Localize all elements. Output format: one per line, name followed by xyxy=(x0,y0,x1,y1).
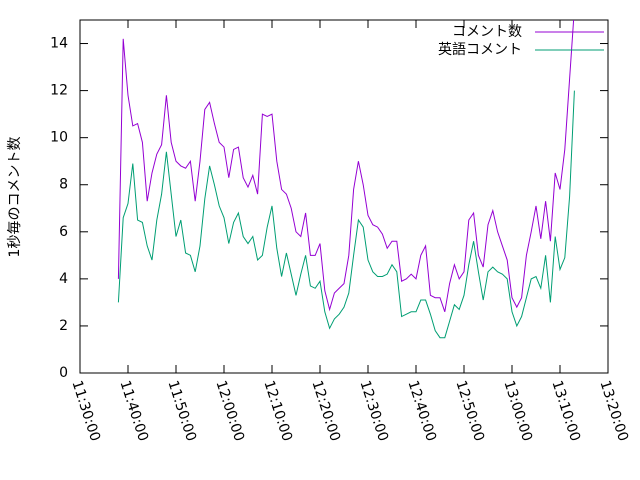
y-tick-label: 12 xyxy=(50,83,68,99)
x-tick-label: 11:50:00 xyxy=(164,379,199,444)
x-tick-label: 13:20:00 xyxy=(596,379,631,444)
legend-label: コメント数 xyxy=(452,24,522,40)
y-axis-label: 1秒毎のコメント数 xyxy=(7,137,23,258)
x-tick-label: 13:00:00 xyxy=(500,379,535,444)
x-tick-label: 12:10:00 xyxy=(260,379,295,444)
plot-border xyxy=(79,19,609,374)
y-tick-label: 8 xyxy=(59,177,68,193)
x-tick-label: 13:10:00 xyxy=(548,379,583,444)
y-tick-label: 0 xyxy=(59,365,68,381)
legend-label: 英語コメント xyxy=(438,41,522,58)
series-line xyxy=(117,20,575,312)
y-tick-label: 4 xyxy=(59,271,68,287)
x-tick-label: 12:00:00 xyxy=(212,379,247,444)
series-line xyxy=(117,90,575,339)
y-tick-label: 2 xyxy=(59,318,68,334)
x-tick-label: 11:30:00 xyxy=(68,379,103,444)
x-tick-label: 11:40:00 xyxy=(116,379,151,444)
y-tick-label: 6 xyxy=(59,224,68,240)
y-tick-label: 10 xyxy=(50,130,68,146)
y-tick-label: 14 xyxy=(50,36,68,52)
x-tick-label: 12:30:00 xyxy=(356,379,391,444)
x-tick-label: 12:40:00 xyxy=(404,379,439,444)
x-tick-label: 12:50:00 xyxy=(452,379,487,444)
x-tick-label: 12:20:00 xyxy=(308,379,343,444)
